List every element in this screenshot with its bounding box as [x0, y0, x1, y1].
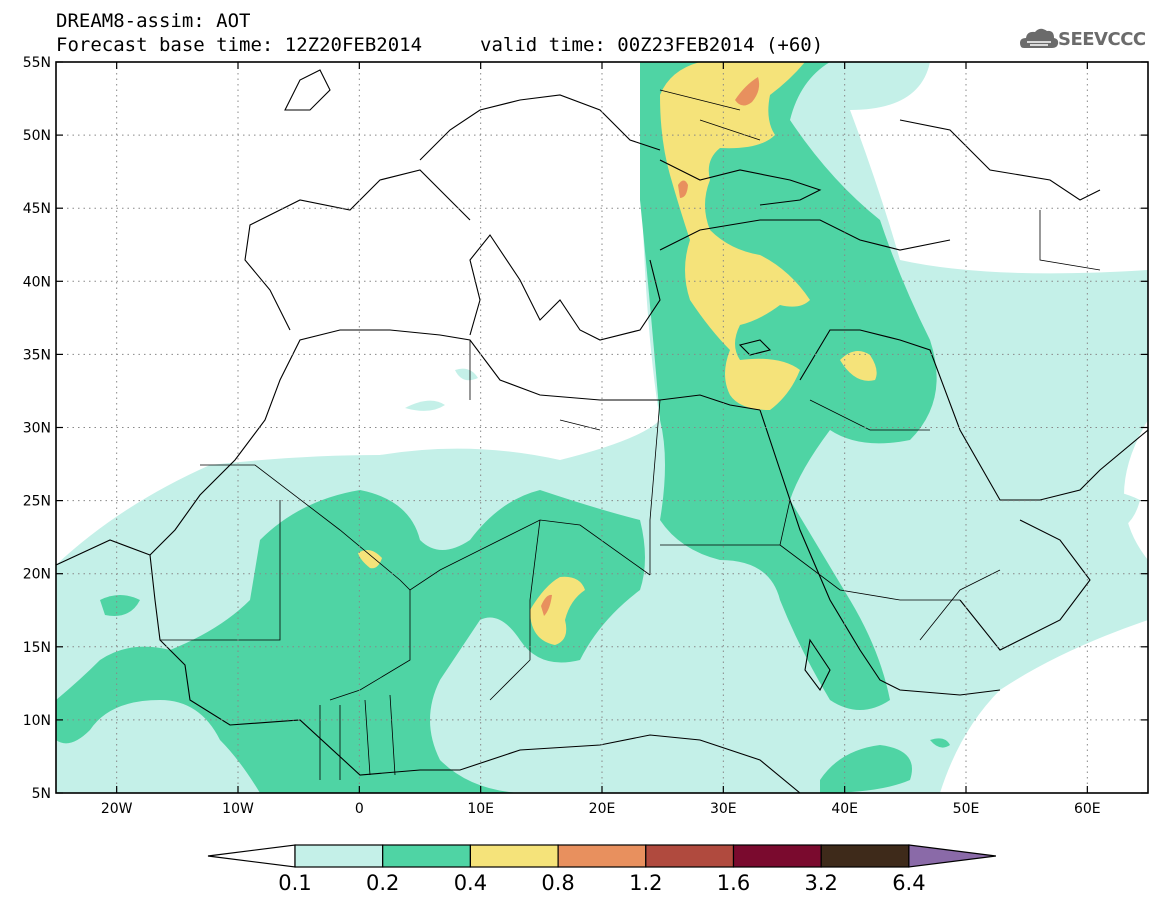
- longitude-labels: 20W 10W 0 10E 20E 30E 40E 50E 60E: [101, 801, 1101, 817]
- lon-label: 10E: [467, 801, 494, 817]
- lon-label: 40E: [831, 801, 858, 817]
- lon-label: 20E: [589, 801, 616, 817]
- colorbar-labels: 0.1 0.2 0.4 0.8 1.2 1.6 3.2 6.4: [278, 871, 925, 895]
- lon-label: 0: [355, 801, 364, 817]
- lat-label: 5N: [32, 786, 51, 802]
- valid-time: valid time: 00Z23FEB2014 (+60): [480, 34, 824, 56]
- colorbar-tick-label: 0.2: [366, 871, 399, 895]
- lon-label: 10W: [222, 801, 254, 817]
- colorbar-tick-label: 0.4: [454, 871, 487, 895]
- country-borders: [160, 89, 1101, 780]
- coastlines: [56, 69, 1148, 793]
- colorbar: [207, 844, 996, 868]
- lat-label: 45N: [23, 201, 51, 217]
- colorbar-swatch: [294, 844, 384, 868]
- lat-label: 20N: [23, 567, 51, 583]
- colorbar-tick-label: 3.2: [804, 871, 837, 895]
- colorbar-swatch: [382, 844, 472, 868]
- colorbar-arrow-high: [908, 844, 996, 868]
- lat-label: 10N: [23, 713, 51, 729]
- colorbar-tick-label: 1.6: [717, 871, 750, 895]
- lat-label: 50N: [23, 128, 51, 144]
- lat-label: 30N: [23, 421, 51, 437]
- lat-label: 15N: [23, 640, 51, 656]
- cloud-icon: [1020, 28, 1059, 48]
- lon-label: 30E: [710, 801, 737, 817]
- lon-label: 60E: [1074, 801, 1101, 817]
- lat-label: 35N: [23, 347, 51, 363]
- colorbar-tick-label: 0.8: [541, 871, 574, 895]
- lat-label: 25N: [23, 494, 51, 510]
- lon-label: 20W: [101, 801, 133, 817]
- forecast-base-time: Forecast base time: 12Z20FEB2014: [56, 34, 423, 56]
- colorbar-swatch: [820, 844, 910, 868]
- lon-label: 50E: [953, 801, 980, 817]
- colorbar-swatch: [645, 844, 735, 868]
- latitude-labels: 55N 50N 45N 40N 35N 30N 25N 20N 15N 10N 5N: [23, 55, 51, 802]
- lat-label: 55N: [23, 55, 51, 71]
- colorbar-tick-label: 0.1: [278, 871, 311, 895]
- lat-label: 40N: [23, 274, 51, 290]
- colorbar-tick-label: 1.2: [629, 871, 662, 895]
- graticule: [56, 62, 1148, 793]
- logo-text: SEEVCCC: [1058, 29, 1146, 50]
- colorbar-swatch: [557, 844, 647, 868]
- aot-field: [56, 62, 1148, 793]
- colorbar-tick-label: 6.4: [892, 871, 925, 895]
- colorbar-swatch: [469, 844, 559, 868]
- axis-ticks: [56, 61, 1148, 794]
- colorbar-arrow-low: [207, 844, 296, 868]
- title-line-1: DREAM8-assim: AOT: [56, 10, 251, 32]
- colorbar-swatch: [732, 844, 822, 868]
